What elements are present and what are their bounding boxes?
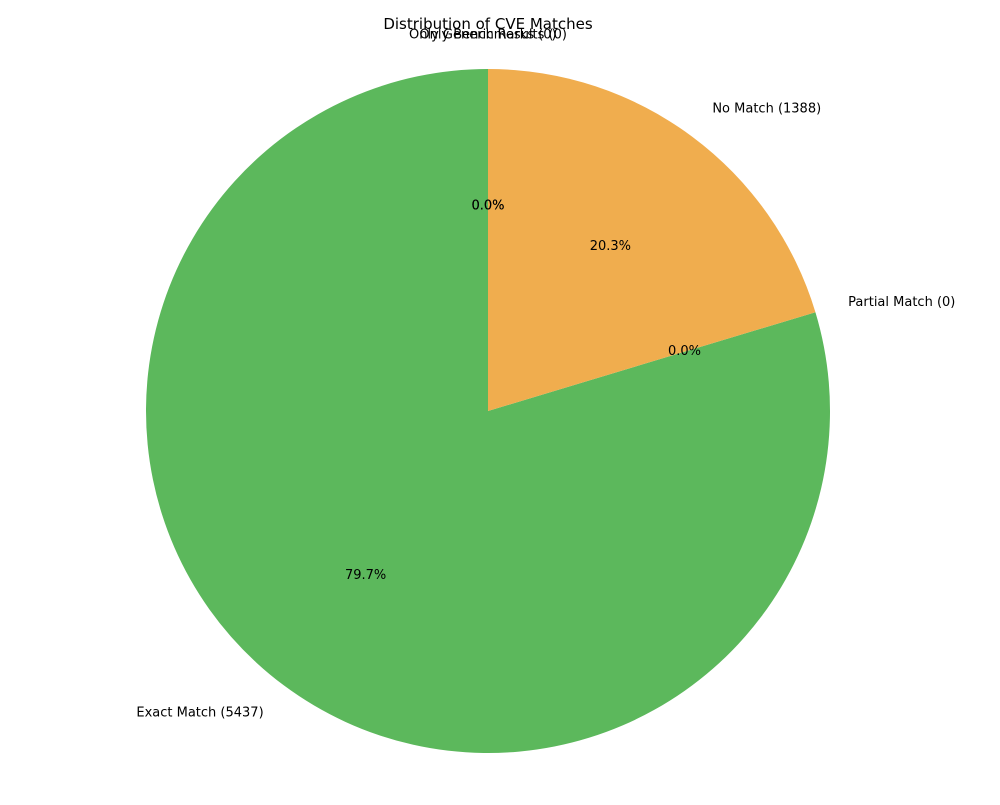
slice-label-partial-match: Partial Match (0) [848, 295, 955, 310]
slice-percent-exact-match: 79.7% [345, 568, 386, 583]
slice-label-exact-match: Exact Match (5437) [136, 705, 263, 720]
pie-slice-no-match [488, 68, 816, 412]
slice-label-no-match: No Match (1388) [712, 102, 821, 117]
slice-percent-only-generic-results: 0.0% [471, 198, 504, 213]
slice-percent-no-match: 20.3% [590, 239, 631, 254]
chart-title: Distribution of CVE Matches [383, 15, 592, 33]
slice-label-only-generic-results: Only Generic Results (0) [409, 27, 567, 42]
labels-layer: Exact Match (5437) 79.7% Partial Match (0)… [136, 27, 955, 720]
slice-percent-partial-match: 0.0% [668, 344, 701, 359]
slice-label-only-benchmarks: Only Benchmarks (0) [419, 27, 556, 42]
slices-layer [146, 68, 831, 753]
slice-percent-only-benchmarks: 0.0% [471, 198, 504, 213]
pie-slice-exact-match [146, 69, 831, 753]
